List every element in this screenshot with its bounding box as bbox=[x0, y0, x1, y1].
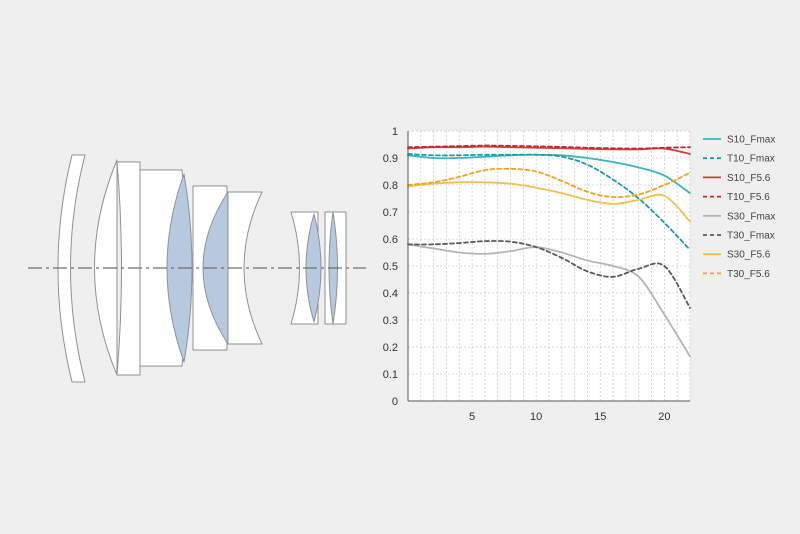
x-tick-label-1: 10 bbox=[530, 411, 542, 423]
legend-label-S10_F5.6: S10_F5.6 bbox=[727, 173, 771, 184]
legend-label-T30_Fmax: T30_Fmax bbox=[727, 231, 775, 242]
x-tick-label-3: 20 bbox=[658, 411, 670, 423]
legend: S10_Fmax T10_Fmax S10_F5.6 T10_F5.6 S30_Fmax… bbox=[703, 135, 775, 280]
axes bbox=[407, 131, 690, 402]
series-line-T30_F5.6 bbox=[407, 167, 691, 199]
y-tick-label-6: 0.6 bbox=[383, 234, 398, 246]
x-tick-label-2: 15 bbox=[594, 411, 606, 423]
series-line-T10_Fmax bbox=[407, 153, 691, 251]
y-tick-labels: 0 0.1 0.2 0.3 0.4 0.5 0.6 0.7 0.8 0.9 1 bbox=[383, 126, 398, 408]
series-line-T10_F5.6 bbox=[407, 144, 691, 150]
legend-label-T10_Fmax: T10_Fmax bbox=[727, 154, 775, 165]
legend-label-S10_Fmax: S10_Fmax bbox=[727, 135, 775, 146]
lens-element-8 bbox=[227, 191, 263, 345]
x-tick-labels: 5 10 15 20 bbox=[469, 411, 670, 423]
mtf-chart: 0 0.1 0.2 0.3 0.4 0.5 0.6 0.7 0.8 0.9 1 5 10 15 20 S1… bbox=[383, 126, 776, 423]
series-line-T30_Fmax bbox=[407, 240, 691, 309]
y-tick-label-10: 1 bbox=[392, 126, 398, 138]
y-tick-label-9: 0.9 bbox=[383, 153, 398, 165]
y-tick-label-4: 0.4 bbox=[383, 288, 398, 300]
legend-label-S30_F5.6: S30_F5.6 bbox=[727, 250, 771, 261]
legend-label-S30_Fmax: S30_Fmax bbox=[727, 211, 775, 222]
lens-element-1 bbox=[57, 154, 86, 383]
y-tick-label-0: 0 bbox=[392, 396, 398, 408]
y-tick-label-7: 0.7 bbox=[383, 207, 398, 219]
series-lines bbox=[407, 144, 691, 358]
y-tick-label-2: 0.2 bbox=[383, 342, 398, 354]
y-tick-label-3: 0.3 bbox=[383, 315, 398, 327]
x-tick-label-0: 5 bbox=[469, 411, 475, 423]
series-line-S30_F5.6 bbox=[407, 181, 691, 223]
y-tick-label-8: 0.8 bbox=[383, 180, 398, 192]
legend-label-T10_F5.6: T10_F5.6 bbox=[727, 192, 770, 203]
y-tick-label-1: 0.1 bbox=[383, 369, 398, 381]
lens-cross-section-diagram bbox=[28, 154, 366, 383]
y-tick-label-5: 0.5 bbox=[383, 261, 398, 273]
legend-label-T30_F5.6: T30_F5.6 bbox=[727, 269, 770, 280]
series-line-S30_Fmax bbox=[407, 243, 691, 358]
